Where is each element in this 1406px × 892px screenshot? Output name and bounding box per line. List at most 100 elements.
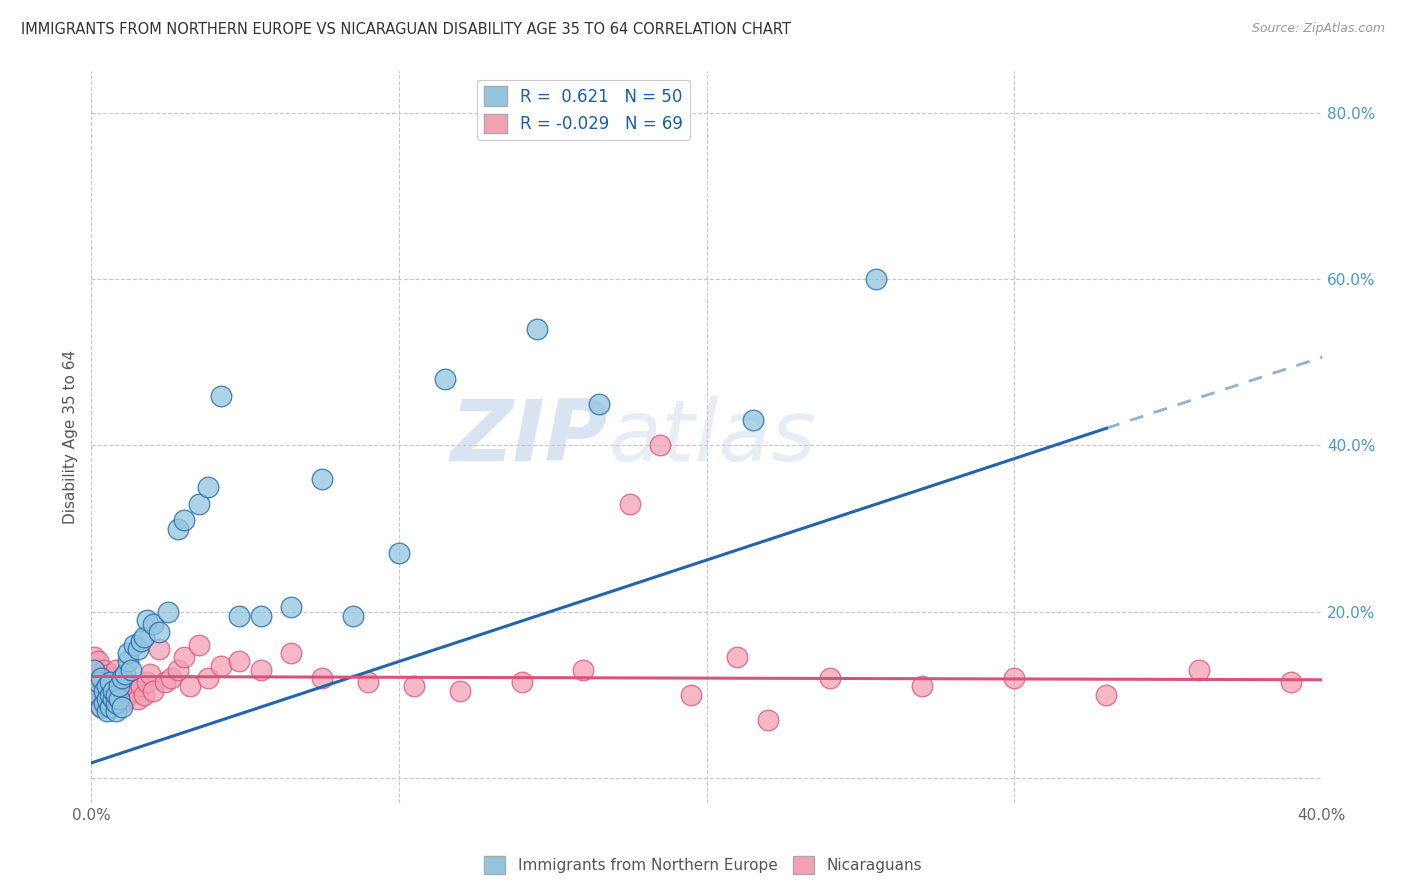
Point	[311, 472, 333, 486]
Point	[228, 608, 250, 623]
Point	[105, 663, 127, 677]
Point	[93, 675, 115, 690]
Point	[249, 663, 271, 677]
Point	[135, 675, 157, 690]
Point	[526, 322, 548, 336]
Point	[588, 397, 610, 411]
Point	[90, 671, 112, 685]
Point	[90, 700, 112, 714]
Point	[1095, 688, 1118, 702]
Point	[179, 680, 201, 694]
Point	[98, 675, 121, 690]
Point	[725, 650, 748, 665]
Point	[96, 680, 118, 694]
Point	[127, 642, 149, 657]
Point	[818, 671, 841, 685]
Point	[101, 696, 124, 710]
Point	[117, 688, 139, 702]
Point	[449, 683, 471, 698]
Point	[101, 683, 124, 698]
Point	[90, 671, 112, 685]
Point	[90, 692, 112, 706]
Point	[911, 680, 934, 694]
Point	[108, 688, 131, 702]
Point	[139, 667, 162, 681]
Point	[120, 680, 142, 694]
Y-axis label: Disability Age 35 to 64: Disability Age 35 to 64	[63, 350, 79, 524]
Point	[86, 688, 108, 702]
Point	[108, 675, 131, 690]
Point	[209, 388, 232, 402]
Point	[619, 497, 641, 511]
Point	[741, 413, 763, 427]
Point	[209, 658, 232, 673]
Point	[90, 700, 112, 714]
Point	[249, 608, 271, 623]
Point	[105, 692, 127, 706]
Point	[166, 521, 188, 535]
Point	[510, 675, 533, 690]
Point	[96, 696, 118, 710]
Point	[756, 713, 779, 727]
Point	[173, 650, 195, 665]
Point	[98, 688, 121, 702]
Point	[86, 667, 108, 681]
Point	[96, 692, 118, 706]
Point	[127, 692, 149, 706]
Point	[98, 700, 121, 714]
Point	[135, 613, 157, 627]
Point	[120, 663, 142, 677]
Point	[98, 667, 121, 681]
Point	[105, 680, 127, 694]
Point	[1279, 675, 1302, 690]
Point	[83, 663, 105, 677]
Point	[1187, 663, 1209, 677]
Point	[228, 655, 250, 669]
Point	[280, 646, 302, 660]
Point	[93, 688, 115, 702]
Point	[98, 688, 121, 702]
Point	[681, 688, 703, 702]
Point	[865, 272, 887, 286]
Point	[173, 513, 195, 527]
Point	[93, 696, 115, 710]
Point	[142, 617, 165, 632]
Point	[111, 671, 134, 685]
Point	[124, 638, 146, 652]
Point	[132, 630, 155, 644]
Point	[357, 675, 380, 690]
Point	[132, 688, 155, 702]
Point	[86, 680, 108, 694]
Point	[188, 638, 211, 652]
Text: atlas: atlas	[607, 395, 815, 479]
Point	[93, 663, 115, 677]
Point	[83, 675, 105, 690]
Point	[83, 650, 105, 665]
Point	[108, 680, 131, 694]
Point	[197, 671, 219, 685]
Point	[342, 608, 364, 623]
Point	[650, 438, 672, 452]
Legend: Immigrants from Northern Europe, Nicaraguans: Immigrants from Northern Europe, Nicarag…	[478, 850, 928, 880]
Text: IMMIGRANTS FROM NORTHERN EUROPE VS NICARAGUAN DISABILITY AGE 35 TO 64 CORRELATIO: IMMIGRANTS FROM NORTHERN EUROPE VS NICAR…	[21, 22, 792, 37]
Point	[160, 671, 183, 685]
Point	[114, 692, 136, 706]
Point	[148, 642, 170, 657]
Point	[101, 671, 124, 685]
Point	[404, 680, 426, 694]
Point	[111, 683, 134, 698]
Point	[142, 683, 165, 698]
Point	[434, 372, 457, 386]
Point	[96, 705, 118, 719]
Legend: R =  0.621   N = 50, R = -0.029   N = 69: R = 0.621 N = 50, R = -0.029 N = 69	[477, 79, 690, 140]
Point	[148, 625, 170, 640]
Point	[157, 605, 180, 619]
Point	[86, 655, 108, 669]
Point	[129, 633, 152, 648]
Point	[101, 683, 124, 698]
Text: ZIP: ZIP	[450, 395, 607, 479]
Point	[280, 600, 302, 615]
Point	[129, 680, 152, 694]
Point	[153, 675, 177, 690]
Point	[114, 667, 136, 681]
